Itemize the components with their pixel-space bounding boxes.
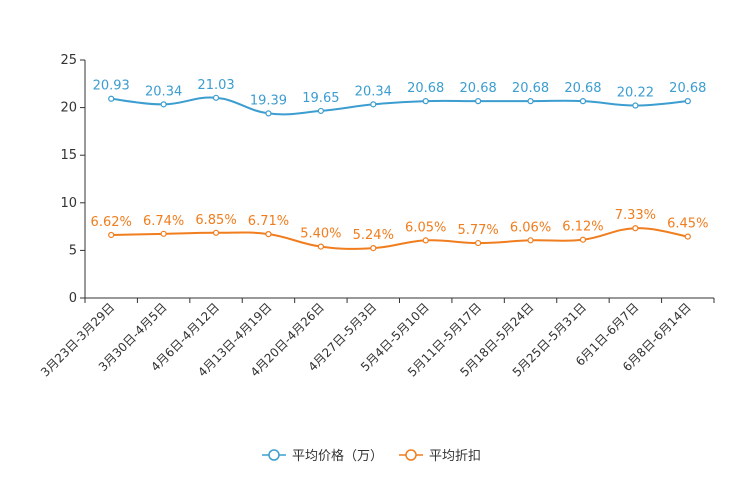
data-label: 6.06% [510, 220, 551, 235]
data-point [370, 245, 377, 252]
y-tick-label: 10 [60, 196, 77, 211]
data-point [370, 101, 377, 108]
data-label: 5.77% [457, 223, 498, 238]
legend: 平均价格（万） 平均折扣 [262, 448, 481, 464]
legend-marker [268, 449, 280, 461]
data-label: 20.68 [564, 81, 601, 96]
data-point [422, 237, 429, 244]
data-label: 20.93 [93, 79, 130, 94]
data-label: 19.39 [250, 93, 287, 108]
y-tick-label: 15 [60, 148, 77, 163]
data-point [579, 236, 587, 243]
data-point [108, 95, 115, 102]
data-point [475, 98, 482, 105]
data-point [317, 243, 324, 250]
data-point [684, 98, 691, 105]
data-label: 20.34 [145, 84, 182, 99]
data-label: 6.71% [248, 214, 289, 229]
data-point [317, 107, 324, 115]
legend-marker [405, 449, 417, 461]
data-point [160, 101, 167, 108]
data-label: 19.65 [302, 91, 339, 106]
data-point [265, 231, 272, 238]
data-label: 6.74% [143, 214, 184, 229]
data-label: 6.85% [195, 213, 236, 228]
data-point [108, 231, 115, 239]
data-point [579, 98, 587, 105]
legend-label: 平均价格（万） [292, 448, 383, 464]
data-point [632, 102, 639, 109]
data-label: 6.45% [667, 217, 708, 232]
series-2: 6.62% 6.74% 6.85% 6.71% 5.40% 5.24% 6.05% 5.77%… [91, 208, 708, 252]
data-point [212, 94, 220, 101]
data-point [265, 110, 272, 117]
data-label: 6.05% [405, 220, 446, 235]
data-point [160, 230, 167, 237]
series-layer: 20.93 20.34 21.03 19.39 19.65 20.34 20.68 20.68… [91, 78, 708, 252]
legend-label: 平均折扣 [429, 449, 481, 464]
data-point [475, 239, 482, 247]
data-label: 5.40% [300, 227, 341, 242]
y-tick-label: 20 [60, 101, 77, 116]
series-1: 20.93 20.34 21.03 19.39 19.65 20.34 20.68 20.68… [93, 78, 706, 117]
data-label: 21.03 [197, 78, 234, 93]
data-point [527, 237, 534, 244]
data-label: 5.24% [353, 228, 394, 243]
series-line [111, 227, 688, 250]
data-point [632, 225, 639, 232]
data-label: 20.22 [617, 86, 654, 101]
data-label: 20.68 [512, 81, 549, 96]
data-point [422, 98, 429, 105]
y-tick-label: 5 [69, 243, 77, 258]
data-point [527, 98, 534, 105]
data-label: 20.68 [460, 81, 497, 96]
data-label: 7.33% [615, 208, 656, 223]
data-label: 20.34 [355, 84, 392, 99]
series-line [111, 96, 688, 116]
data-label: 6.12% [562, 220, 603, 235]
data-point [684, 233, 691, 240]
data-point [212, 229, 220, 236]
data-label: 20.68 [407, 81, 444, 96]
y-tick-label: 0 [69, 291, 77, 306]
data-label: 6.62% [91, 215, 132, 230]
legend-item-1: 平均价格（万） [262, 448, 383, 464]
y-tick-label: 25 [60, 53, 77, 68]
data-label: 20.68 [669, 81, 706, 96]
legend-item-2: 平均折扣 [399, 449, 481, 464]
